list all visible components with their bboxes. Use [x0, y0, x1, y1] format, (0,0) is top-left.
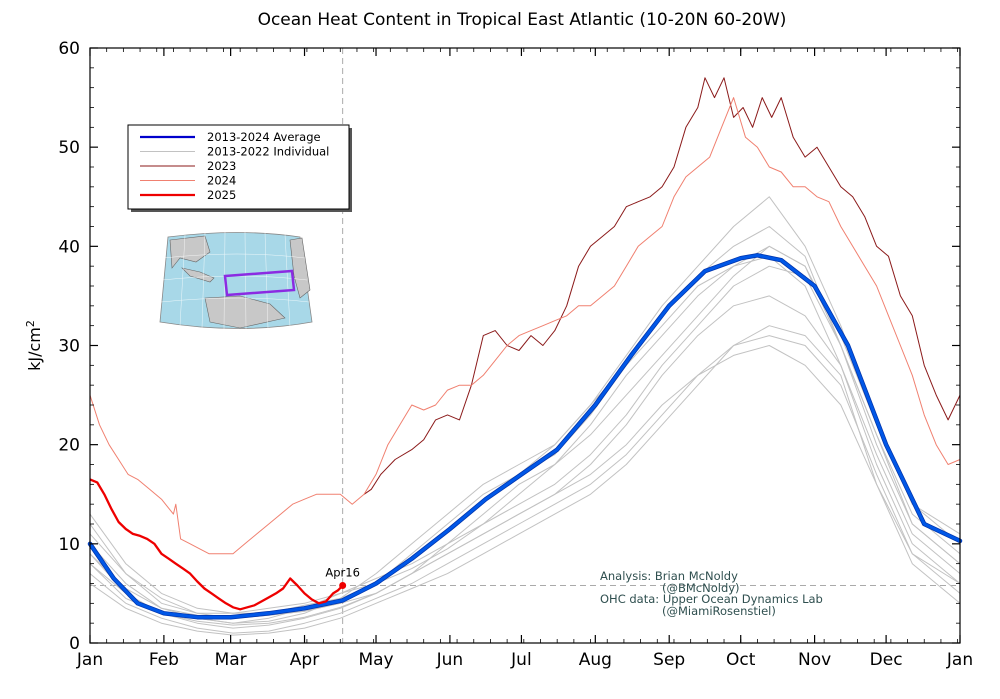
- y-axis-label-text: kJ/cm: [25, 327, 44, 371]
- plot-area: Apr16 0 10 20 30 40 50 60 Jan Feb Mar Apr May Jun Jul A…: [58, 39, 973, 670]
- map-land-africa: [289, 237, 311, 299]
- y-tick-label: 30: [58, 337, 80, 357]
- series-line-2023: [363, 77, 961, 495]
- map-land-south-america: [204, 295, 286, 329]
- chart-title: Ocean Heat Content in Tropical East Atla…: [258, 10, 787, 30]
- current-value-marker: [339, 581, 347, 589]
- legend-label: 2013-2022 Individual: [207, 145, 329, 159]
- credit-line: (@MiamiRosenstiel): [662, 604, 776, 618]
- region-map-inset: [159, 231, 313, 330]
- current-date-annotation: Apr16: [325, 565, 360, 579]
- credit-line: OHC data: Upper Ocean Dynamics Lab: [600, 592, 823, 606]
- x-tick-label: Mar: [215, 650, 247, 670]
- series-line-2013-2022-individual-7: [89, 335, 961, 634]
- x-tick-label: Dec: [870, 650, 903, 670]
- x-tick-label: Apr: [290, 650, 319, 670]
- svg-text:kJ/cm2: kJ/cm2: [24, 320, 45, 371]
- series-line-2025: [89, 478, 344, 611]
- y-tick-label: 20: [58, 436, 80, 456]
- x-tick-label: Feb: [149, 650, 179, 670]
- x-tick-label: Jun: [436, 650, 464, 670]
- map-land-caribbean: [181, 267, 215, 283]
- y-axis-label-superscript: 2: [24, 320, 37, 327]
- x-tick-label: May: [358, 650, 393, 670]
- series-line-2013-2024-average: [88, 253, 962, 619]
- x-tick-label: Jan: [946, 650, 973, 670]
- y-tick-label: 0: [69, 634, 80, 654]
- x-tick-label: Jul: [510, 650, 532, 670]
- x-tick-label: Nov: [798, 650, 831, 670]
- x-tick-label: Oct: [726, 650, 756, 670]
- credits: Analysis: Brian McNoldy(@BMcNoldy)OHC da…: [600, 569, 823, 618]
- x-tick-label: Jan: [76, 650, 103, 670]
- y-tick-label: 40: [58, 237, 80, 257]
- y-tick-label: 50: [58, 138, 80, 158]
- x-tick-label: Sep: [653, 650, 685, 670]
- credit-line: Analysis: Brian McNoldy: [600, 569, 738, 583]
- series-line-2013-2022-individual-10: [89, 345, 961, 626]
- series-line-2013-2022-individual-1: [89, 295, 961, 629]
- legend-label: 2013-2024 Average: [207, 130, 321, 144]
- series-line-2024: [89, 97, 961, 555]
- map-region-box: [223, 269, 296, 297]
- series-line-2013-2022-individual-3: [89, 325, 961, 636]
- y-tick-label: 60: [58, 39, 80, 59]
- legend-label: 2024: [207, 174, 236, 188]
- x-tick-label: Aug: [579, 650, 612, 670]
- legend-label: 2025: [207, 188, 236, 202]
- legend-label: 2023: [207, 159, 236, 173]
- y-tick-label: 10: [58, 535, 80, 555]
- y-axis-label: kJ/cm2: [24, 320, 45, 371]
- credit-line: (@BMcNoldy): [662, 581, 740, 595]
